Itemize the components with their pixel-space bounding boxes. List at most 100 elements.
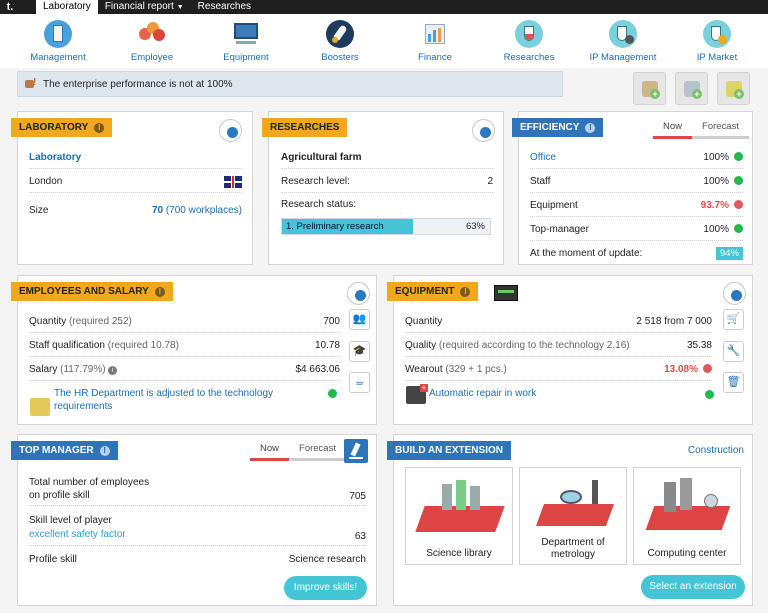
efficiency-equipment-label: Equipment	[530, 200, 578, 211]
equipment-wearout-note: (329 + 1 pcs.)	[445, 364, 507, 375]
nav-researches[interactable]: Researches	[486, 20, 572, 63]
efficiency-top-manager-value: 100%	[703, 224, 729, 235]
uk-flag-icon	[224, 175, 242, 188]
employees-quantity-label: Quantity	[29, 316, 67, 327]
research-level-value: 2	[487, 176, 493, 187]
graduation-cap-icon: 🎓	[352, 345, 367, 357]
nav-equipment[interactable]: Equipment	[203, 20, 289, 63]
efficiency-staff-label: Staff	[530, 176, 551, 187]
nav-boosters[interactable]: Boosters	[297, 20, 383, 63]
tab-laboratory[interactable]: Laboratory	[36, 0, 98, 14]
top-manager-skill-label: Skill level of player	[29, 515, 112, 526]
status-dot-green-icon	[734, 176, 743, 185]
employees-salary-note: (117.79%)	[60, 364, 106, 375]
tab-researches[interactable]: Researches	[197, 1, 252, 12]
employees-quantity-value: 700	[323, 316, 340, 327]
equipment-repair-button[interactable]: 🔧	[723, 341, 744, 362]
chevron-down-icon: ▼	[176, 4, 184, 11]
info-icon[interactable]: i	[585, 123, 596, 133]
laboratory-size-row: Size 70 (700 workplaces)	[29, 199, 242, 221]
improve-skills-button[interactable]: Improve skills!	[284, 576, 367, 600]
nav-researches-label: Researches	[503, 52, 555, 63]
people-icon: 👥	[352, 313, 367, 325]
nav-ip-market-label: IP Market	[696, 52, 738, 63]
info-icon[interactable]: i	[99, 446, 110, 456]
app-logo[interactable]: t.	[6, 1, 14, 13]
info-icon[interactable]: i	[154, 287, 165, 297]
efficiency-update-value: 94%	[715, 246, 743, 260]
research-progress-bar: 1. Preliminary research 63%	[281, 218, 491, 235]
top-manager-toggle-now[interactable]: Now	[250, 441, 290, 461]
efficiency-update-label: At the moment of update:	[530, 247, 643, 259]
select-extension-button[interactable]: Select an extension	[641, 575, 745, 599]
equipment-buy-button[interactable]: 🛒	[723, 309, 744, 330]
research-level-row: Research level: 2	[281, 171, 493, 193]
employees-qual-value: 10.78	[314, 340, 340, 351]
extension-card-computing-center[interactable]: Computing center	[633, 467, 741, 565]
warning-icon	[25, 77, 38, 90]
employees-qualification-row: Staff qualification (required 10.78) 10.…	[29, 335, 340, 357]
top-manager-employees-label-2: on profile skill	[29, 490, 90, 501]
equipment-wearout-label: Wearout	[405, 364, 443, 375]
laboratory-size-note: (700 workplaces)	[165, 204, 242, 216]
info-icon[interactable]: i	[94, 123, 105, 133]
efficiency-row-office: Office 100%	[530, 147, 743, 169]
nav-ip-market[interactable]: IP Market	[674, 20, 760, 63]
chart-icon	[421, 20, 449, 48]
construction-link[interactable]: Construction	[687, 445, 744, 456]
top-manager-employees-row: Total number of employees on profile skil…	[29, 472, 366, 506]
status-dot-red-icon	[703, 364, 712, 373]
wrench-icon: 🔧	[726, 345, 741, 357]
tab-financial-report[interactable]: Financial report ▼	[98, 0, 191, 14]
extension-card-science-library[interactable]: Science library	[405, 467, 513, 565]
nav-management[interactable]: Management	[15, 20, 101, 63]
nav-employee[interactable]: Employee	[109, 20, 195, 63]
status-dot-green-icon	[328, 389, 337, 398]
equipment-dispose-button[interactable]: 🗑	[723, 372, 744, 393]
tool-button-1[interactable]: +	[633, 72, 666, 105]
laboratory-name-row: Laboratory	[29, 147, 242, 169]
efficiency-toggle: Now Forecast	[653, 119, 749, 139]
performance-alert: The enterprise performance is not at 100…	[17, 71, 563, 97]
extension-card-department-of-metrology[interactable]: Department of metrology	[519, 467, 627, 565]
top-manager-panel-title: TOP MANAGER i	[11, 441, 118, 460]
info-icon[interactable]: i	[108, 366, 118, 375]
info-icon[interactable]: i	[460, 287, 471, 297]
research-progress-fill	[282, 219, 414, 234]
status-dot-green-icon	[734, 224, 743, 233]
researches-panel-title: RESEARCHES	[262, 118, 348, 137]
laboratory-name-link[interactable]: Laboratory	[29, 152, 82, 163]
laboratory-city-row: London	[29, 171, 242, 193]
employees-qual-label: Staff qualification	[29, 340, 105, 351]
settings-gear-icon[interactable]	[347, 282, 370, 305]
employees-qual-note: (required 10.78)	[107, 340, 179, 351]
tool-button-2[interactable]: +	[675, 72, 708, 105]
hr-department-icon	[30, 398, 50, 416]
computing-center-illustration	[644, 476, 732, 536]
nav-ip-management[interactable]: IP Management	[580, 20, 666, 63]
tool-button-3[interactable]: +	[717, 72, 750, 105]
top-menu-bar: t. Laboratory Financial report ▼ Research…	[0, 0, 768, 14]
efficiency-update-row: At the moment of update: 94%	[530, 242, 743, 264]
settings-gear-icon[interactable]	[219, 119, 242, 142]
efficiency-toggle-now[interactable]: Now	[653, 119, 693, 139]
efficiency-office-link[interactable]: Office	[530, 152, 556, 163]
research-farm-name: Agricultural farm	[281, 152, 362, 163]
top-manager-employees-label-1: Total number of employees	[29, 477, 150, 488]
settings-gear-icon[interactable]	[472, 119, 495, 142]
nav-finance[interactable]: Finance	[392, 20, 478, 63]
settings-gear-icon[interactable]	[723, 282, 746, 305]
top-manager-skill-link[interactable]: excellent safety factor	[29, 529, 126, 540]
top-manager-toggle-forecast[interactable]: Forecast	[289, 441, 346, 461]
employees-coffee-button[interactable]: ☕	[349, 372, 370, 393]
efficiency-office-value: 100%	[703, 152, 729, 163]
hr-adjusted-link[interactable]: The HR Department is adjusted to the tec…	[54, 388, 274, 412]
research-level-label: Research level:	[281, 176, 350, 187]
status-dot-red-icon	[734, 200, 743, 209]
efficiency-toggle-forecast[interactable]: Forecast	[692, 119, 749, 139]
employees-people-button[interactable]: 👥	[349, 309, 370, 330]
laboratory-size-label: Size	[29, 204, 49, 216]
employees-training-button[interactable]: 🎓	[349, 341, 370, 362]
automatic-repair-link[interactable]: Automatic repair in work	[429, 388, 537, 399]
employees-panel: EMPLOYEES AND SALARY i Quantity (required…	[11, 275, 377, 425]
